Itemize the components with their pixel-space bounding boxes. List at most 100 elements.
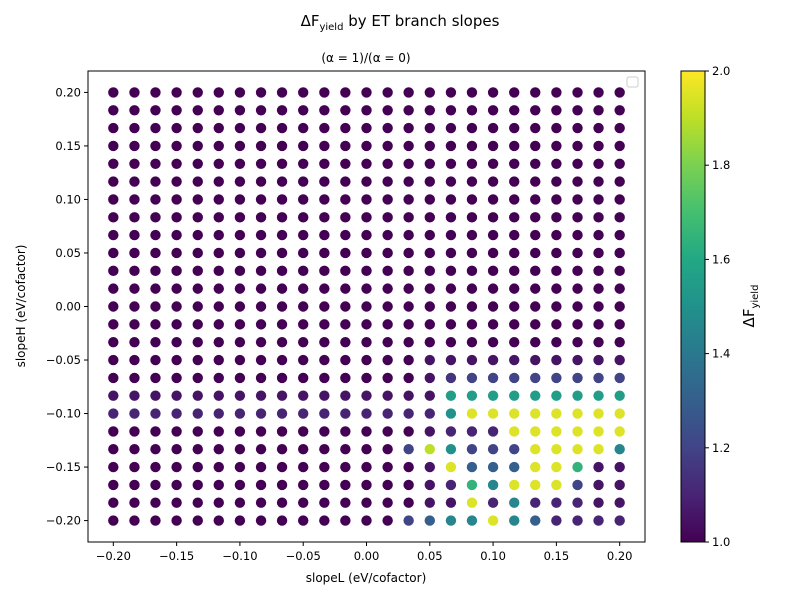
data-point bbox=[424, 247, 435, 259]
data-point bbox=[403, 497, 414, 508]
data-point bbox=[129, 122, 140, 134]
data-point bbox=[108, 283, 119, 294]
data-point bbox=[424, 105, 435, 116]
data-point bbox=[466, 461, 478, 473]
data-point bbox=[192, 140, 203, 152]
x-axis-ticks: −0.20 −0.15 −0.10 −0.05 0.00 0.05 0.10 0.15 0.20 bbox=[96, 542, 632, 563]
data-point bbox=[234, 461, 246, 473]
data-point bbox=[150, 158, 161, 170]
data-point bbox=[403, 105, 414, 116]
data-point bbox=[171, 319, 182, 330]
data-point bbox=[192, 390, 203, 401]
data-point bbox=[466, 212, 478, 223]
data-point bbox=[466, 443, 478, 455]
data-point bbox=[509, 479, 520, 491]
data-point bbox=[530, 408, 541, 419]
data-point bbox=[509, 497, 520, 508]
data-point bbox=[466, 265, 478, 277]
data-point bbox=[108, 461, 119, 473]
data-point bbox=[129, 336, 140, 348]
data-point bbox=[298, 122, 309, 134]
data-point bbox=[129, 443, 140, 455]
data-point bbox=[487, 105, 499, 116]
data-point bbox=[298, 212, 309, 223]
data-point bbox=[276, 265, 288, 277]
data-point bbox=[276, 283, 288, 294]
data-point bbox=[319, 87, 330, 98]
data-point bbox=[466, 390, 478, 401]
data-point bbox=[572, 247, 583, 259]
data-point bbox=[319, 372, 330, 384]
data-point bbox=[192, 443, 203, 455]
data-point bbox=[361, 301, 372, 312]
data-point bbox=[487, 461, 499, 473]
data-point bbox=[319, 515, 330, 526]
data-point bbox=[361, 283, 372, 294]
data-point bbox=[340, 390, 351, 401]
data-point bbox=[150, 122, 161, 134]
data-point bbox=[445, 140, 457, 152]
y-tick-label: 0.15 bbox=[55, 139, 81, 153]
data-point bbox=[382, 426, 393, 437]
data-point bbox=[445, 301, 457, 312]
data-point bbox=[593, 87, 604, 98]
data-point bbox=[572, 497, 583, 508]
data-point bbox=[382, 515, 393, 526]
data-point bbox=[445, 194, 457, 205]
data-point bbox=[487, 497, 499, 508]
data-point bbox=[192, 265, 203, 277]
data-point bbox=[487, 140, 499, 152]
data-point bbox=[319, 319, 330, 330]
data-point bbox=[171, 354, 182, 366]
data-point bbox=[298, 515, 309, 526]
data-point bbox=[298, 336, 309, 348]
data-point bbox=[361, 105, 372, 116]
data-point bbox=[509, 336, 520, 348]
data-point bbox=[234, 443, 246, 455]
data-point bbox=[276, 194, 288, 205]
data-point bbox=[361, 122, 372, 134]
data-point bbox=[551, 87, 562, 98]
data-point bbox=[403, 319, 414, 330]
data-point bbox=[213, 372, 224, 384]
data-point bbox=[445, 319, 457, 330]
x-axis-label: slopeL (eV/cofactor) bbox=[306, 571, 427, 585]
data-point bbox=[234, 283, 246, 294]
data-point bbox=[403, 176, 414, 187]
data-point bbox=[255, 408, 267, 419]
data-point bbox=[530, 122, 541, 134]
data-point bbox=[509, 140, 520, 152]
data-point bbox=[234, 194, 246, 205]
data-point bbox=[361, 443, 372, 455]
data-point bbox=[593, 247, 604, 259]
data-point bbox=[129, 158, 140, 170]
data-point bbox=[466, 194, 478, 205]
data-point bbox=[129, 105, 140, 116]
data-point bbox=[276, 301, 288, 312]
data-point bbox=[593, 158, 604, 170]
data-point bbox=[466, 479, 478, 491]
data-point bbox=[255, 194, 267, 205]
data-point bbox=[382, 372, 393, 384]
data-point bbox=[361, 461, 372, 473]
data-point bbox=[234, 140, 246, 152]
data-point bbox=[466, 336, 478, 348]
data-point bbox=[171, 426, 182, 437]
data-point bbox=[361, 354, 372, 366]
data-point bbox=[255, 372, 267, 384]
data-point bbox=[129, 408, 140, 419]
data-point bbox=[108, 229, 119, 241]
data-point bbox=[572, 479, 583, 491]
data-point bbox=[509, 408, 520, 419]
data-point bbox=[255, 426, 267, 437]
data-point bbox=[530, 443, 541, 455]
data-point bbox=[593, 140, 604, 152]
data-point bbox=[108, 176, 119, 187]
data-point bbox=[593, 212, 604, 223]
data-point bbox=[108, 122, 119, 134]
data-point bbox=[593, 443, 604, 455]
data-point bbox=[171, 247, 182, 259]
data-point bbox=[319, 194, 330, 205]
data-point bbox=[319, 390, 330, 401]
data-point bbox=[255, 87, 267, 98]
